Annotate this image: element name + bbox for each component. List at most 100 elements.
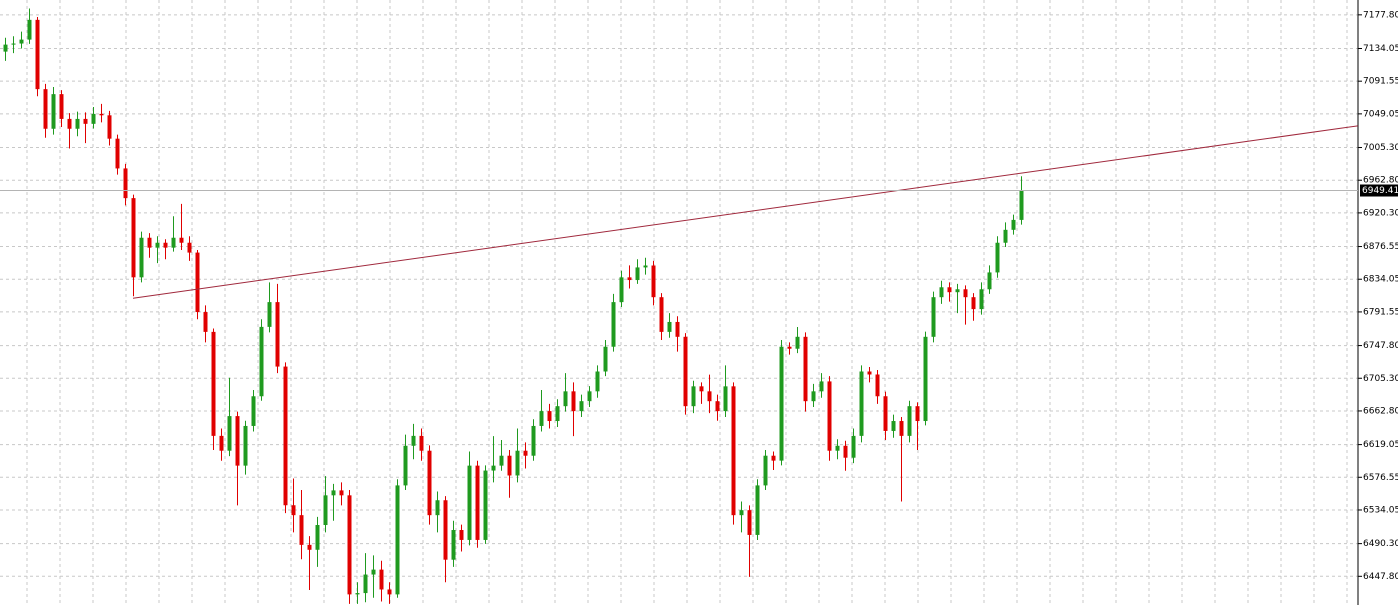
candle-body <box>819 381 824 392</box>
candle-body <box>75 118 80 129</box>
current-price-label: 6949.41 <box>1362 186 1398 196</box>
candle-body <box>643 265 648 268</box>
candle-body <box>691 386 696 407</box>
y-tick-label: 6534.05 <box>1363 505 1398 515</box>
y-tick-label: 6705.30 <box>1363 374 1398 384</box>
candle-body <box>971 297 976 310</box>
candle-body <box>787 346 792 349</box>
candle-body <box>59 94 64 119</box>
candle-body <box>499 455 504 466</box>
candle-body <box>891 421 896 431</box>
candle-body <box>587 391 592 402</box>
candle-body <box>603 346 608 372</box>
candle-body <box>723 386 728 412</box>
candle-body <box>907 406 912 436</box>
candle-body <box>1003 229 1008 243</box>
candle-body <box>931 297 936 337</box>
candle-body <box>339 490 344 496</box>
candle-body <box>859 371 864 436</box>
candle-body <box>963 289 968 298</box>
y-tick-label: 6576.55 <box>1363 473 1398 483</box>
candle-body <box>315 525 320 550</box>
y-tick-label: 7177.80 <box>1363 10 1398 20</box>
y-tick-label: 7049.05 <box>1363 109 1398 119</box>
candle-body <box>635 267 640 281</box>
candle-body <box>163 242 168 248</box>
candle-body <box>715 401 720 412</box>
candle-body <box>67 118 72 129</box>
candle-body <box>147 237 152 248</box>
candle-body <box>459 530 464 540</box>
candle-body <box>795 336 800 349</box>
candle-body <box>259 326 264 397</box>
candle-body <box>771 455 776 461</box>
candle-body <box>595 371 600 392</box>
candle-body <box>331 490 336 496</box>
candle-body <box>947 287 952 293</box>
candle-body <box>683 336 688 407</box>
candle-body <box>187 242 192 253</box>
candle-body <box>547 411 552 422</box>
candle-body <box>155 242 160 248</box>
candle-body <box>483 470 488 540</box>
candle-body <box>115 138 120 169</box>
candle-body <box>531 425 536 456</box>
candle-body <box>411 435 416 446</box>
candle-body <box>91 113 96 124</box>
candle-body <box>371 569 376 575</box>
candle-body <box>427 450 432 516</box>
candle-body <box>835 445 840 451</box>
candle-body <box>435 500 440 516</box>
candle-body <box>739 510 744 516</box>
candle-body <box>523 450 528 456</box>
candle-body <box>675 321 680 337</box>
y-tick-label: 6962.80 <box>1363 176 1398 186</box>
candle-body <box>811 391 816 402</box>
candle-body <box>403 445 408 486</box>
candle-body <box>627 277 632 281</box>
candle-body <box>923 336 928 422</box>
candle-body <box>507 455 512 476</box>
candle-body <box>443 500 448 560</box>
candle-body <box>107 115 112 139</box>
candle-body <box>3 44 8 52</box>
candle-body <box>307 544 312 550</box>
candle-body <box>899 421 904 436</box>
y-tick-label: 6490.30 <box>1363 539 1398 549</box>
candle-body <box>291 505 296 516</box>
y-tick-label: 6747.80 <box>1363 341 1398 351</box>
candle-body <box>395 485 400 595</box>
candle-body <box>227 416 232 451</box>
candle-body <box>251 396 256 426</box>
y-tick-label: 7134.05 <box>1363 44 1398 54</box>
candle-body <box>939 287 944 298</box>
candle-body <box>747 510 752 535</box>
candle-body <box>283 366 288 506</box>
candle-body <box>347 495 352 595</box>
candle-body <box>419 435 424 451</box>
candle-body <box>619 277 624 303</box>
candle-body <box>131 198 136 278</box>
candle-body <box>651 265 656 298</box>
candle-body <box>139 237 144 278</box>
candle-body <box>867 371 872 375</box>
candle-body <box>779 346 784 461</box>
candle-body <box>659 297 664 332</box>
candle-body <box>11 43 16 45</box>
candle-body <box>611 302 616 347</box>
candle-body <box>27 19 32 40</box>
candle-body <box>539 411 544 426</box>
y-tick-label: 6619.05 <box>1363 440 1398 450</box>
candle-body <box>875 374 880 397</box>
y-tick-label: 6876.55 <box>1363 242 1398 252</box>
candle-body <box>571 391 576 412</box>
candle-body <box>451 530 456 560</box>
candle-body <box>203 312 208 332</box>
candle-body <box>99 113 104 116</box>
y-tick-label: 6791.55 <box>1363 307 1398 317</box>
candle-body <box>211 331 216 436</box>
candle-body <box>707 391 712 402</box>
y-tick-label: 6447.80 <box>1363 572 1398 582</box>
candle-body <box>219 435 224 451</box>
